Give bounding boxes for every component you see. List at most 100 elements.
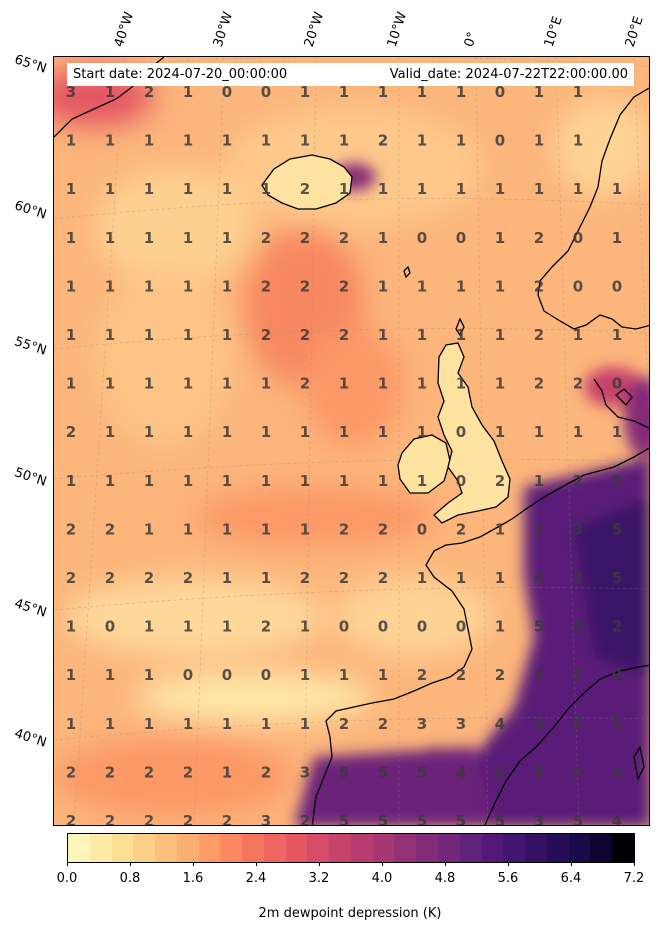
grid-value-5-5: 2 <box>261 326 271 344</box>
grid-value-13-10: 3 <box>456 715 466 733</box>
grid-value-1-1: 1 <box>105 132 115 150</box>
grid-value-5-2: 1 <box>144 326 154 344</box>
colorbar-tick-mark <box>319 862 320 866</box>
colorbar-swatch-4 <box>155 834 177 862</box>
grid-value-8-6: 1 <box>300 472 310 490</box>
grid-value-2-8: 1 <box>378 180 388 198</box>
grid-value-11-3: 1 <box>183 618 193 636</box>
grid-value-7-12: 1 <box>534 423 544 441</box>
colorbar-tick-label: 5.6 <box>497 871 519 886</box>
grid-value-14-9: 5 <box>417 763 427 781</box>
grid-value-5-4: 1 <box>222 326 232 344</box>
grid-value-9-7: 2 <box>339 520 349 538</box>
grid-value-10-6: 2 <box>300 569 310 587</box>
lon-label-0: 0° <box>461 30 481 49</box>
colorbar-swatch-12 <box>329 834 351 862</box>
grid-value-6-7: 1 <box>339 375 349 393</box>
grid-value-5-9: 1 <box>417 326 427 344</box>
grid-value-4-11: 1 <box>495 277 505 295</box>
grid-value-3-2: 1 <box>144 229 154 247</box>
grid-value-2-11: 1 <box>495 180 505 198</box>
grid-value-6-9: 1 <box>417 375 427 393</box>
lat-label-60n: 60°N <box>12 198 49 223</box>
grid-value-10-13: 3 <box>573 569 583 587</box>
grid-value-9-10: 2 <box>456 520 466 538</box>
grid-value-11-9: 0 <box>417 618 427 636</box>
colorbar-swatch-3 <box>133 834 156 862</box>
grid-value-3-12: 2 <box>534 229 544 247</box>
grid-value-7-7: 1 <box>339 423 349 441</box>
grid-value-10-3: 2 <box>183 569 193 587</box>
grid-value-7-6: 1 <box>300 423 310 441</box>
grid-value-15-3: 2 <box>183 812 193 826</box>
colorbar-swatch-22 <box>546 834 569 862</box>
grid-value-6-5: 1 <box>261 375 271 393</box>
grid-value-12-4: 0 <box>222 666 232 684</box>
grid-value-12-6: 1 <box>300 666 310 684</box>
grid-value-8-12: 1 <box>534 472 544 490</box>
grid-value-7-1: 1 <box>105 423 115 441</box>
grid-value-11-6: 1 <box>300 618 310 636</box>
lat-label-65n: 65°N <box>12 52 49 77</box>
grid-value-11-4: 1 <box>222 618 232 636</box>
grid-value-11-0: 1 <box>66 618 76 636</box>
grid-value-14-4: 1 <box>222 763 232 781</box>
colorbar-swatch-17 <box>438 834 460 862</box>
lat-label-45n: 45°N <box>12 596 49 621</box>
grid-value-10-0: 2 <box>66 569 76 587</box>
grid-value-6-1: 1 <box>105 375 115 393</box>
colorbar-tick-label: 3.2 <box>308 871 330 886</box>
grid-value-15-4: 2 <box>222 812 232 826</box>
grid-value-4-4: 1 <box>222 277 232 295</box>
grid-value-0-11: 0 <box>495 83 505 101</box>
lon-label-10e: 10°E <box>541 14 566 50</box>
grid-value-2-12: 1 <box>534 180 544 198</box>
grid-value-8-11: 2 <box>495 472 505 490</box>
grid-value-2-4: 1 <box>222 180 232 198</box>
grid-value-13-9: 3 <box>417 715 427 733</box>
colorbar-swatch-20 <box>503 834 526 862</box>
grid-value-3-6: 2 <box>300 229 310 247</box>
grid-value-13-6: 1 <box>300 715 310 733</box>
grid-value-2-2: 1 <box>144 180 154 198</box>
grid-value-2-1: 1 <box>105 180 115 198</box>
grid-value-0-8: 1 <box>378 83 388 101</box>
grid-value-2-3: 1 <box>183 180 193 198</box>
grid-value-0-5: 0 <box>261 83 271 101</box>
grid-value-12-3: 0 <box>183 666 193 684</box>
grid-value-14-6: 3 <box>300 763 310 781</box>
grid-value-7-10: 0 <box>456 423 466 441</box>
grid-value-6-4: 1 <box>222 375 232 393</box>
grid-value-3-5: 2 <box>261 229 271 247</box>
grid-value-13-11: 4 <box>495 715 505 733</box>
grid-value-13-1: 1 <box>105 715 115 733</box>
field-shading <box>54 67 649 817</box>
colorbar-swatch-7 <box>220 834 243 862</box>
grid-value-3-0: 1 <box>66 229 76 247</box>
grid-value-4-6: 2 <box>300 277 310 295</box>
lat-label-40n: 40°N <box>12 726 49 751</box>
colorbar-tick-label: 1.6 <box>182 871 204 886</box>
grid-value-13-7: 2 <box>339 715 349 733</box>
grid-value-4-3: 1 <box>183 277 193 295</box>
grid-value-6-10: 1 <box>456 375 466 393</box>
grid-value-8-13: 2 <box>573 472 583 490</box>
colorbar-tick-label: 0.0 <box>56 871 78 886</box>
colorbar-swatch-2 <box>111 834 134 862</box>
grid-value-0-3: 1 <box>183 83 193 101</box>
grid-value-11-7: 0 <box>339 618 349 636</box>
grid-value-15-2: 2 <box>144 812 154 826</box>
grid-value-14-8: 5 <box>378 763 388 781</box>
grid-value-3-3: 1 <box>183 229 193 247</box>
grid-value-15-9: 5 <box>417 812 427 826</box>
grid-value-4-9: 1 <box>417 277 427 295</box>
colorbar-tick-label: 6.4 <box>560 871 582 886</box>
grid-value-3-1: 1 <box>105 229 115 247</box>
colorbar-tick-mark <box>571 862 572 866</box>
map-area: 3 1 2 1 0 0 1 1 1 1 1 0 1 1 1 1 1 1 1 1 1 1 2 1 1 0 1 1 1 1 1 1 1 1 2 1 1 1 1 1… <box>53 56 650 826</box>
grid-value-5-8: 1 <box>378 326 388 344</box>
grid-value-9-6: 1 <box>300 520 310 538</box>
grid-value-2-0: 1 <box>66 180 76 198</box>
colorbar-swatch-24 <box>590 834 613 862</box>
grid-value-7-11: 1 <box>495 423 505 441</box>
